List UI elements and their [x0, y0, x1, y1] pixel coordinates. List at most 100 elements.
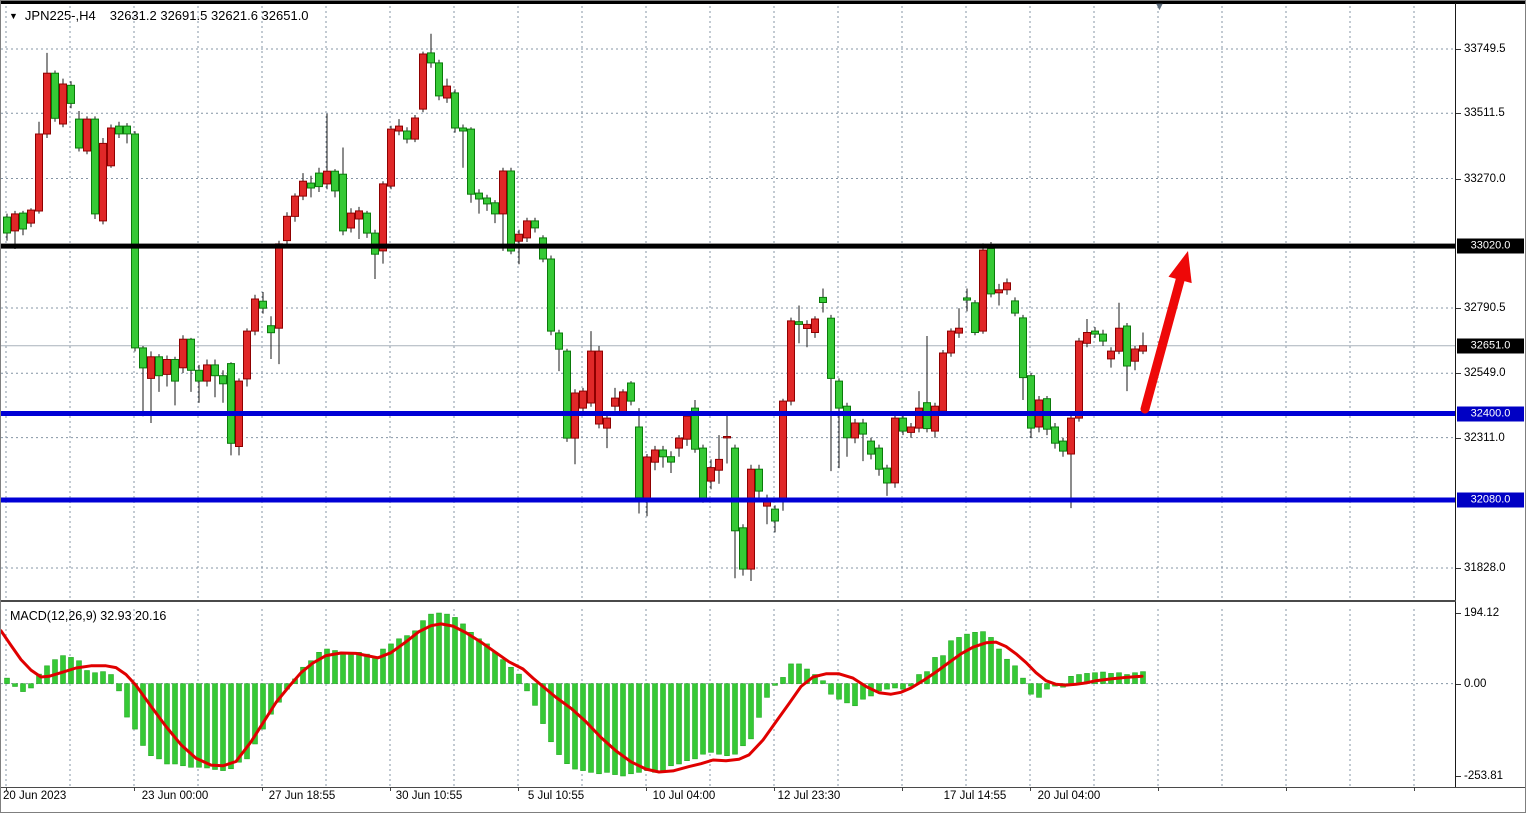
time-axis-label: 23 Jun 00:00: [141, 790, 209, 802]
horizontal-level-line[interactable]: [1, 497, 1456, 503]
price-axis[interactable]: 33749.5 33511.5 33270.0 33020.0 32790.5 32651…: [1456, 1, 1525, 787]
candle-body: [467, 128, 475, 195]
candle-body: [163, 359, 171, 375]
macd-bar: [956, 637, 962, 684]
candle-body: [1139, 345, 1147, 352]
macd-bar: [180, 683, 186, 767]
macd-bar: [396, 638, 402, 684]
candle-body: [795, 321, 803, 325]
time-axis-tick: [1158, 787, 1159, 791]
macd-bar: [12, 683, 18, 687]
macd-bar: [348, 653, 354, 684]
macd-bar: [524, 683, 530, 692]
panel-divider[interactable]: [1, 600, 1456, 602]
macd-histogram: [4, 612, 1146, 777]
macd-bar: [660, 683, 666, 771]
time-axis-tick: [646, 787, 647, 791]
candle-body: [403, 130, 411, 140]
candle-body: [451, 92, 459, 129]
candle-body: [219, 375, 227, 385]
candle-body: [443, 85, 451, 99]
macd-bar: [244, 683, 250, 760]
candle-body: [19, 212, 27, 230]
candle-body: [475, 192, 483, 200]
macd-bar: [212, 683, 218, 770]
macd-axis-label: 194.12: [1464, 607, 1500, 619]
candle-body: [771, 508, 779, 522]
price-badge: 33020.0: [1457, 238, 1524, 254]
time-axis-tick: [6, 787, 7, 791]
candle-body: [883, 467, 891, 484]
macd-bar: [1028, 683, 1034, 695]
candle-body: [1107, 350, 1115, 360]
price-axis-label: 33270.0: [1464, 172, 1506, 185]
candle-body: [227, 363, 235, 444]
scroll-to-end-icon[interactable]: ▼: [1154, 1, 1165, 13]
time-axis-divider: [1, 787, 1525, 788]
macd-bar: [708, 683, 714, 753]
macd-bar: [484, 643, 490, 684]
macd-bar: [452, 617, 458, 684]
candle-body: [707, 467, 715, 482]
candle-body: [595, 350, 603, 425]
candle-body: [43, 72, 51, 135]
macd-bar: [684, 683, 690, 761]
macd-axis-label: 0.00: [1464, 677, 1487, 690]
candle-body: [75, 118, 83, 149]
candle-body: [627, 382, 635, 402]
title-symbol: JPN225-,H4: [24, 8, 96, 23]
trend-arrow[interactable]: [1140, 251, 1192, 414]
macd-bar: [4, 677, 10, 684]
candle-body: [851, 422, 859, 439]
macd-bar: [1036, 683, 1042, 698]
candle-body: [915, 407, 923, 429]
price-axis-tick: [1456, 178, 1461, 180]
candle-body: [419, 53, 427, 110]
candle-body: [1099, 333, 1107, 342]
candle-body: [1019, 317, 1027, 379]
candle-body: [827, 317, 835, 379]
candle-body: [1051, 426, 1059, 444]
horizontal-level-line[interactable]: [1, 243, 1456, 249]
macd-bar: [76, 660, 82, 684]
candle-body: [355, 210, 363, 220]
candle-body: [147, 356, 155, 379]
macd-bar: [828, 683, 834, 695]
candle-body: [939, 352, 947, 412]
candle-body: [1003, 282, 1011, 291]
macd-bar: [604, 683, 610, 773]
macd-bar: [252, 683, 258, 745]
macd-bar: [612, 683, 618, 775]
macd-bar: [100, 671, 106, 684]
macd-bar: [476, 638, 482, 684]
macd-bar: [340, 652, 346, 684]
price-axis-tick: [1456, 437, 1461, 439]
macd-bar: [412, 630, 418, 684]
macd-bar: [276, 683, 282, 703]
macd-bar: [188, 683, 194, 768]
candle-body: [683, 415, 691, 440]
time-axis-tick: [134, 787, 135, 791]
candle-body: [387, 128, 395, 187]
price-axis-label: 32549.0: [1464, 367, 1506, 380]
macd-bar: [380, 648, 386, 684]
time-axis-tick: [1286, 787, 1287, 791]
candle-body: [315, 172, 323, 188]
macd-bar: [84, 670, 90, 684]
macd-bar: [548, 683, 554, 743]
candle-body: [51, 72, 59, 119]
macd-axis-tick: [1456, 776, 1461, 777]
price-axis-label: 32311.0: [1464, 431, 1505, 444]
time-axis[interactable]: 20 Jun 2023 23 Jun 00:00 27 Jun 18:55 30 Ju…: [1, 787, 1456, 812]
time-axis-label: 10 Jul 04:00: [652, 790, 716, 802]
macd-bar: [532, 683, 538, 706]
horizontal-level-line[interactable]: [1, 411, 1456, 416]
macd-bar: [556, 683, 562, 755]
candle-body: [379, 183, 387, 252]
price-axis-tick: [1456, 568, 1461, 569]
macd-bar: [492, 652, 498, 684]
candle-body: [59, 83, 67, 125]
macd-bar: [364, 653, 370, 684]
macd-bar: [500, 659, 506, 684]
